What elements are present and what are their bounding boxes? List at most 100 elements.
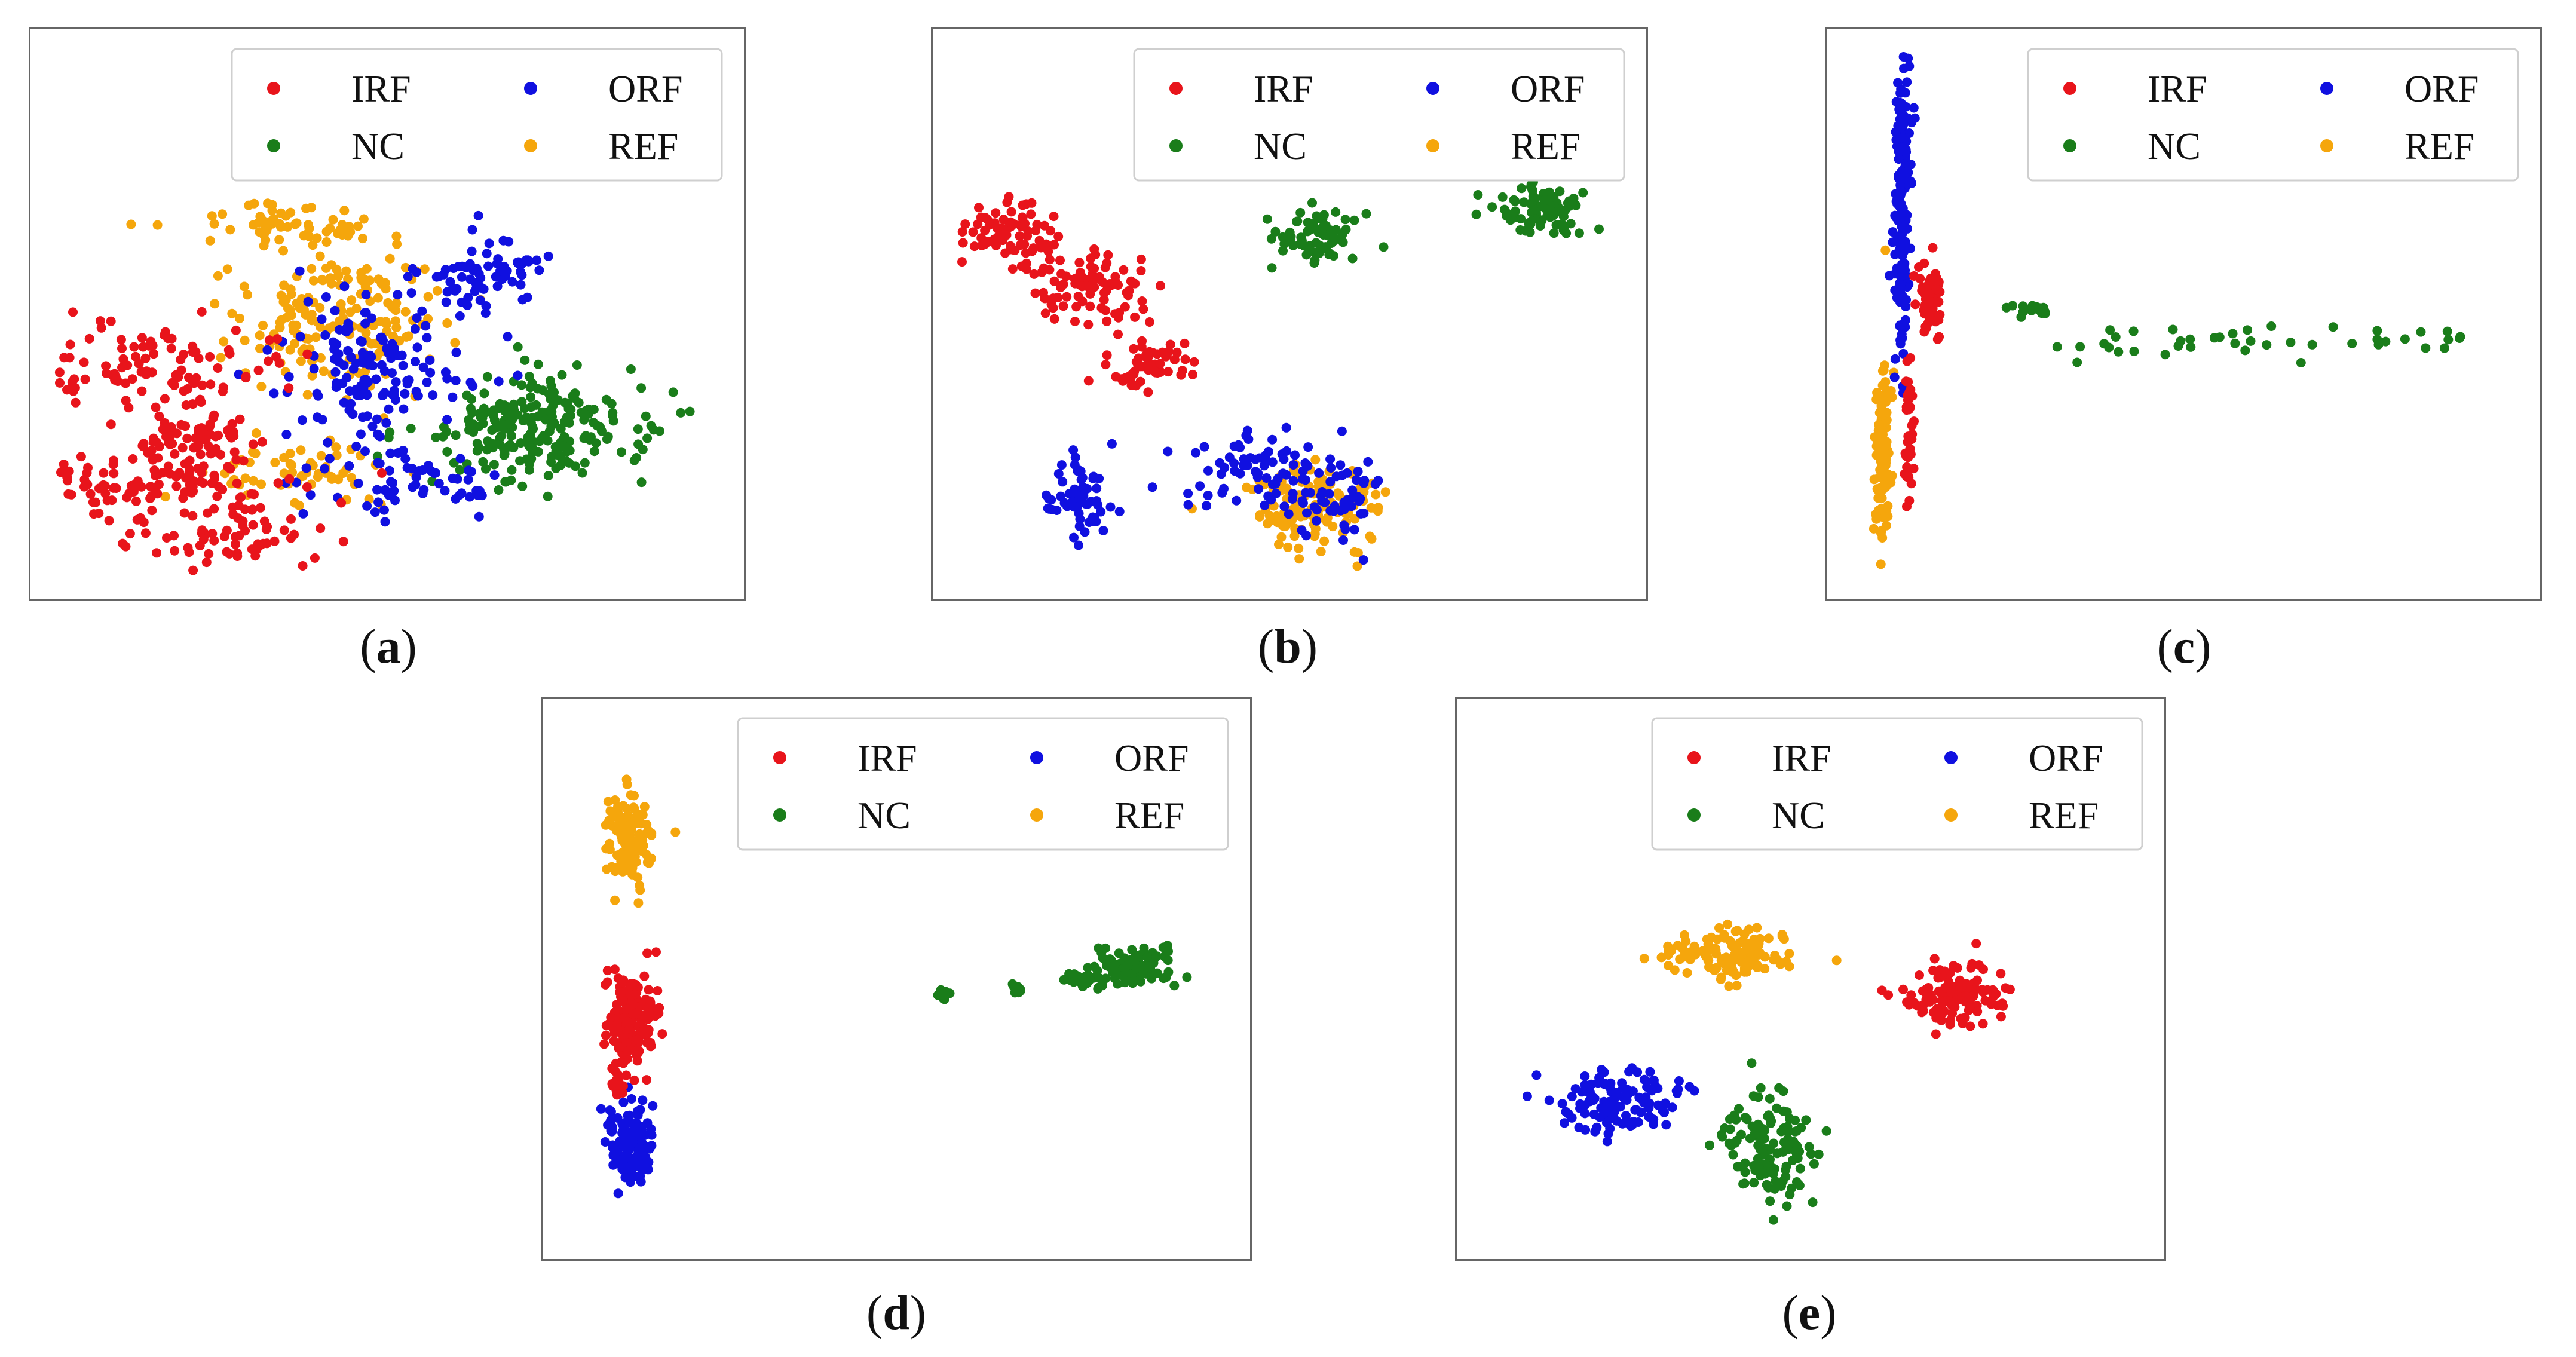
data-point xyxy=(601,1030,611,1040)
data-point xyxy=(1877,447,1887,457)
data-point xyxy=(408,264,418,274)
data-point xyxy=(1602,1137,1612,1147)
data-point xyxy=(122,360,133,370)
data-point xyxy=(1145,961,1155,972)
data-point xyxy=(1131,964,1141,973)
data-point xyxy=(316,451,326,461)
data-point xyxy=(1251,454,1261,464)
data-point xyxy=(467,246,477,256)
data-point xyxy=(384,465,394,476)
data-point xyxy=(65,353,75,363)
data-point xyxy=(1881,482,1891,492)
data-point xyxy=(547,407,557,416)
data-point xyxy=(600,1137,610,1147)
data-point xyxy=(194,440,204,451)
data-point xyxy=(1744,924,1754,935)
data-point xyxy=(311,332,321,342)
data-point xyxy=(1300,475,1310,485)
data-point xyxy=(356,429,366,439)
data-point xyxy=(1782,1107,1792,1117)
data-point xyxy=(610,895,620,905)
data-point xyxy=(1155,359,1165,369)
data-point xyxy=(337,220,347,230)
data-point xyxy=(261,235,271,245)
data-point xyxy=(1288,489,1298,498)
data-point xyxy=(1049,212,1059,222)
data-point xyxy=(2421,343,2431,353)
data-point xyxy=(1898,984,1908,994)
data-point xyxy=(229,447,240,457)
data-point xyxy=(296,445,306,455)
data-point xyxy=(1740,1158,1750,1168)
data-point xyxy=(1765,1093,1775,1104)
data-point xyxy=(633,439,644,449)
data-point xyxy=(1131,953,1141,963)
data-point xyxy=(1281,422,1291,433)
data-point xyxy=(1612,1088,1622,1098)
data-point xyxy=(408,464,418,474)
data-point xyxy=(564,418,574,428)
data-point xyxy=(642,1142,653,1152)
data-point xyxy=(572,360,582,370)
data-point xyxy=(516,438,526,448)
data-point xyxy=(1129,976,1138,985)
data-point xyxy=(1716,975,1726,984)
data-point xyxy=(1804,1142,1814,1152)
data-point xyxy=(1509,195,1519,205)
data-point xyxy=(1295,207,1306,218)
data-point xyxy=(298,509,308,519)
data-point xyxy=(642,948,653,958)
data-point xyxy=(1875,393,1885,403)
data-point xyxy=(1890,285,1900,295)
data-point xyxy=(275,222,286,232)
data-point xyxy=(1089,264,1099,274)
data-point xyxy=(1784,961,1794,972)
legend-marker-nc xyxy=(773,808,786,822)
data-point xyxy=(285,345,295,355)
data-point xyxy=(270,458,280,467)
data-point xyxy=(1188,369,1197,379)
data-point xyxy=(1682,968,1692,978)
data-point xyxy=(1137,296,1147,306)
data-point xyxy=(1756,1144,1765,1154)
data-point xyxy=(1522,1091,1532,1101)
data-point xyxy=(499,450,509,460)
data-point xyxy=(472,439,482,449)
data-point xyxy=(255,212,265,222)
data-point xyxy=(644,826,653,836)
legend-label-nc: NC xyxy=(2148,125,2201,167)
data-point xyxy=(1358,555,1368,565)
data-point xyxy=(232,548,243,558)
data-point xyxy=(1892,263,1902,273)
data-point xyxy=(330,367,341,377)
data-point xyxy=(388,486,399,497)
data-point xyxy=(1728,1150,1738,1160)
data-point xyxy=(1183,500,1193,510)
data-point xyxy=(321,226,332,237)
data-point xyxy=(513,370,523,381)
data-point xyxy=(465,274,476,284)
data-point xyxy=(1294,543,1304,553)
data-point xyxy=(247,504,258,514)
data-point xyxy=(218,209,228,219)
data-point xyxy=(1972,1007,1983,1016)
data-point xyxy=(209,504,219,514)
data-point xyxy=(1806,1149,1816,1159)
data-point xyxy=(969,241,979,252)
data-point xyxy=(2075,342,2085,352)
data-point xyxy=(356,381,366,391)
data-point xyxy=(363,411,372,421)
data-point xyxy=(223,462,233,472)
data-point xyxy=(1779,1137,1789,1147)
data-point xyxy=(629,791,639,801)
data-point xyxy=(1349,525,1359,535)
data-point xyxy=(1075,514,1085,524)
points-layer xyxy=(596,774,1192,1199)
data-point xyxy=(1292,216,1301,226)
data-point xyxy=(1111,970,1121,980)
data-point xyxy=(317,314,327,324)
data-point xyxy=(442,318,452,328)
data-point xyxy=(170,546,180,556)
data-point xyxy=(1310,455,1321,465)
data-point xyxy=(1880,360,1889,370)
